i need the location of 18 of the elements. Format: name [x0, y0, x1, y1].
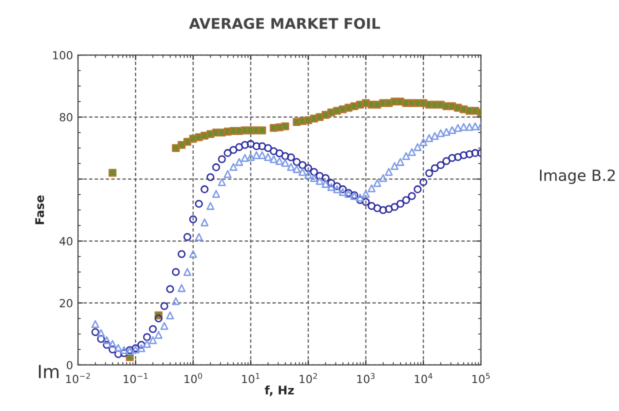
x-tick-label: 10$^{0}$ [184, 373, 202, 384]
text: Im [38, 364, 59, 378]
y-tick-label: 40 [60, 236, 72, 246]
y-tick-label: 0 [66, 360, 72, 370]
y-tick-label: 100 [53, 51, 72, 60]
y-tick-label: 20 [60, 298, 72, 308]
x-tick-label: 10$^{5}$ [472, 373, 490, 384]
text: Image B.2 [540, 170, 615, 184]
y-tick-label: 80 [60, 113, 72, 122]
x-axis-title: f, Hz [264, 385, 294, 396]
x-tick-label: 10$^{4}$ [414, 373, 432, 384]
x-tick-label: 10$^{2}$ [300, 373, 317, 384]
chart-title: AVERAGE MARKET FOIL [189, 18, 380, 29]
x-tick-label: 10$^{1}$ [242, 373, 260, 384]
x-tick-label: 10$^{3}$ [357, 373, 375, 384]
y-axis-title: Fase [35, 195, 44, 224]
x-tick-label: 10$^{−1}$ [124, 373, 148, 384]
x-tick-label: 10$^{−2}$ [66, 373, 90, 384]
